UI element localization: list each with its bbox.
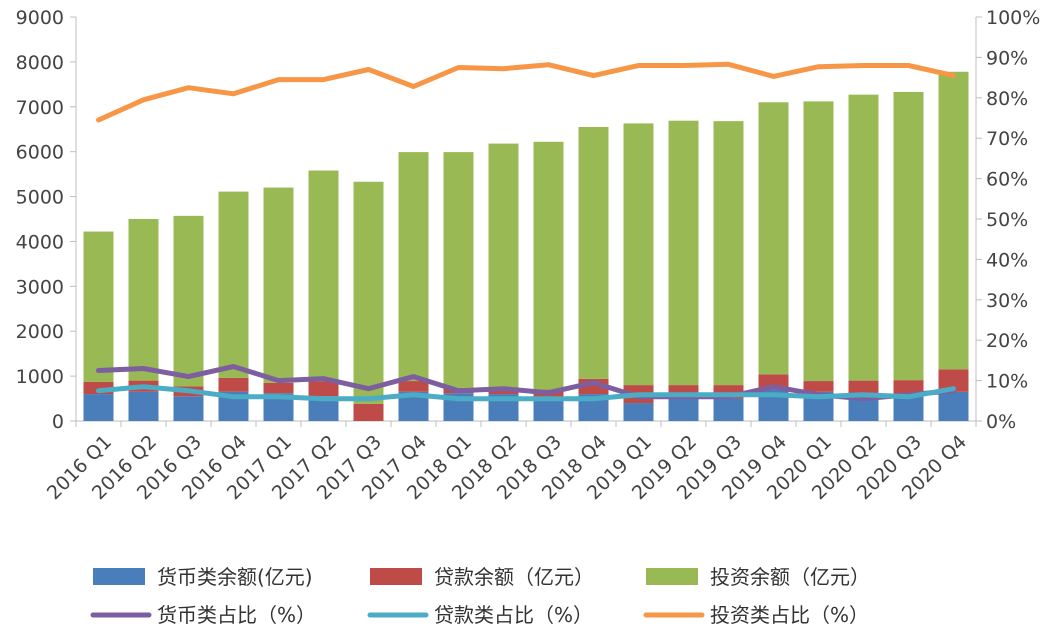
right-axis-tick-label: 10% bbox=[986, 371, 1028, 393]
bar-loan bbox=[263, 382, 294, 394]
bar-investment bbox=[398, 152, 429, 382]
bar-investment bbox=[173, 215, 204, 387]
left-axis-tick-label: 4000 bbox=[16, 231, 64, 253]
bar-marks bbox=[83, 71, 969, 421]
right-axis-tick-label: 60% bbox=[986, 169, 1028, 191]
right-axis-tick-label: 40% bbox=[986, 249, 1028, 271]
bar-loan bbox=[308, 381, 339, 397]
bar-investment bbox=[263, 187, 294, 383]
right-axis-tick-label: 90% bbox=[986, 47, 1028, 69]
bar-investment bbox=[758, 102, 789, 375]
left-axis-tick-label: 2000 bbox=[16, 321, 64, 343]
bar-investment bbox=[803, 101, 834, 382]
bar-investment bbox=[83, 231, 114, 382]
left-axis-tick-label: 9000 bbox=[16, 7, 64, 29]
bar-currency bbox=[713, 398, 744, 421]
legend-investment-share-label: 投资类占比（%） bbox=[710, 603, 869, 627]
line-marks bbox=[96, 61, 956, 402]
left-axis-tick-label: 3000 bbox=[16, 276, 64, 298]
left-axis-tick-label: 7000 bbox=[16, 97, 64, 119]
bar-loan bbox=[398, 381, 429, 392]
bar-investment bbox=[578, 126, 609, 379]
bar-investment bbox=[623, 123, 654, 386]
bar-loan bbox=[218, 377, 249, 392]
bar-currency bbox=[668, 398, 699, 421]
legend-loan-balance-swatch bbox=[370, 568, 422, 585]
bar-currency bbox=[173, 396, 204, 421]
right-axis-tick-label: 50% bbox=[986, 209, 1028, 231]
legend-currency-share-label: 货币类占比（%） bbox=[157, 603, 316, 627]
bar-currency bbox=[83, 394, 114, 421]
left-axis-tick-label: 6000 bbox=[16, 142, 64, 164]
line-series-currency-share bbox=[96, 364, 956, 402]
bar-investment bbox=[128, 219, 159, 381]
bar-currency bbox=[128, 391, 159, 421]
bar-currency bbox=[623, 403, 654, 421]
line-series-loan-share bbox=[96, 384, 956, 402]
legend-investment-balance-swatch bbox=[646, 568, 698, 585]
legend-loan-share-label: 贷款类占比（%） bbox=[434, 603, 593, 627]
legend-loan-balance-label: 贷款余额（亿元） bbox=[434, 565, 594, 589]
bar-loan bbox=[938, 369, 969, 392]
left-axis-tick-label: 8000 bbox=[16, 52, 64, 74]
bar-currency bbox=[893, 396, 924, 421]
right-axis-tick-label: 80% bbox=[986, 88, 1028, 110]
bar-investment bbox=[218, 191, 249, 378]
right-axis-tick-label: 30% bbox=[986, 290, 1028, 312]
right-axis-tick-label: 20% bbox=[986, 330, 1028, 352]
right-axis-tick-label: 70% bbox=[986, 128, 1028, 150]
bar-investment bbox=[308, 170, 339, 382]
axes bbox=[70, 16, 982, 427]
bar-investment bbox=[848, 94, 879, 381]
right-axis-tick-label: 0% bbox=[986, 411, 1016, 433]
bar-currency bbox=[848, 398, 879, 421]
bar-investment bbox=[668, 120, 699, 386]
bar-currency bbox=[938, 391, 969, 421]
line-series-investment-share bbox=[96, 61, 956, 123]
right-axis-tick-label: 100% bbox=[986, 7, 1040, 29]
legend: 货币类余额(亿元) 贷款余额（亿元） 投资余额（亿元） 货币类占比（%） 贷款类占比（%… bbox=[90, 565, 870, 627]
bar-loan bbox=[803, 381, 834, 392]
bar-investment bbox=[713, 121, 744, 386]
bar-investment bbox=[938, 71, 969, 370]
left-axis-tick-label: 0 bbox=[52, 411, 64, 433]
bar-investment bbox=[353, 181, 384, 404]
bar-investment bbox=[893, 91, 924, 381]
legend-currency-balance-label: 货币类余额(亿元) bbox=[157, 565, 313, 589]
left-axis-tick-label: 5000 bbox=[16, 187, 64, 209]
legend-currency-balance-swatch bbox=[93, 568, 145, 585]
legend-investment-balance-label: 投资余额（亿元） bbox=[710, 565, 870, 589]
bar-currency bbox=[533, 398, 564, 421]
bar-investment bbox=[533, 141, 564, 390]
bar-loan bbox=[488, 389, 519, 395]
bar-loan bbox=[353, 403, 384, 421]
bar-investment bbox=[443, 152, 474, 388]
bar-investment bbox=[488, 143, 519, 390]
tick-labels: 0 1000 2000 3000 4000 5000 6000 7000 8000 9000 0% 1… bbox=[16, 7, 1041, 504]
left-axis-tick-label: 1000 bbox=[16, 366, 64, 388]
